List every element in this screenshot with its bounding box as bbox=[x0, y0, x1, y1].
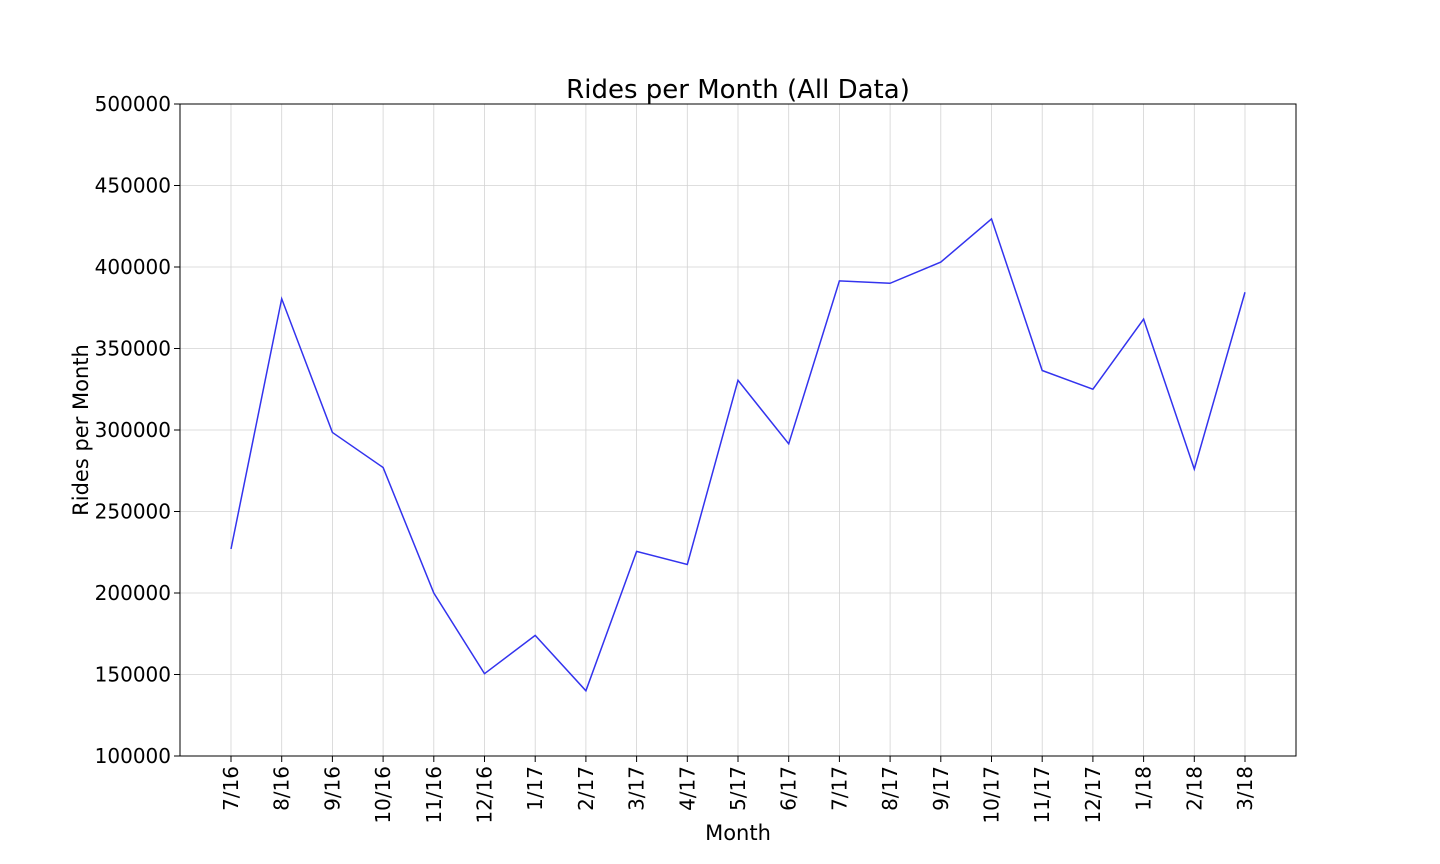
x-tick-label: 8/17 bbox=[878, 766, 902, 811]
x-tick-label: 9/16 bbox=[320, 766, 344, 811]
x-tick-label: 12/16 bbox=[473, 766, 497, 824]
x-tick-label: 10/17 bbox=[980, 766, 1004, 824]
x-tick-label: 7/16 bbox=[219, 766, 243, 811]
y-tick-label: 300000 bbox=[95, 418, 171, 442]
x-tick-label: 4/17 bbox=[675, 766, 699, 811]
y-tick-label: 450000 bbox=[95, 174, 171, 198]
y-axis-title: Rides per Month bbox=[69, 344, 93, 516]
x-tick-label: 11/16 bbox=[422, 766, 446, 824]
x-tick-label: 10/16 bbox=[371, 766, 395, 824]
y-tick-label: 400000 bbox=[95, 255, 171, 279]
x-tick-label: 5/17 bbox=[726, 766, 750, 811]
grid-lines bbox=[180, 103, 1296, 757]
x-tick-label: 8/16 bbox=[270, 766, 294, 811]
x-tick-label: 2/17 bbox=[574, 766, 598, 811]
series-layer bbox=[230, 217, 1246, 693]
x-tick-label: 12/17 bbox=[1081, 766, 1105, 824]
y-tick-label: 500000 bbox=[95, 92, 171, 116]
x-tick-label: 7/17 bbox=[827, 766, 851, 811]
y-tick-label: 350000 bbox=[95, 337, 171, 361]
series-line bbox=[230, 217, 1246, 693]
x-tick-label: 11/17 bbox=[1030, 766, 1054, 824]
x-tick-label: 3/18 bbox=[1233, 766, 1257, 811]
y-tick-label: 200000 bbox=[95, 581, 171, 605]
x-axis: 7/16 8/16 9/16 10/16 11/16 12/16 1/17 2/17 3/17 4… bbox=[219, 756, 1257, 824]
x-tick-label: 1/18 bbox=[1132, 766, 1156, 811]
y-tick-label: 150000 bbox=[95, 663, 171, 687]
chart-title: Rides per Month (All Data) bbox=[566, 75, 910, 105]
x-tick-label: 1/17 bbox=[523, 766, 547, 811]
x-tick-label: 9/17 bbox=[929, 766, 953, 811]
x-tick-label: 3/17 bbox=[625, 766, 649, 811]
y-axis: 100000 150000 200000 250000 300000 350000 4000… bbox=[95, 92, 180, 768]
x-tick-label: 6/17 bbox=[777, 766, 801, 811]
x-axis-title: Month bbox=[705, 821, 771, 845]
y-tick-label: 100000 bbox=[95, 744, 171, 768]
y-tick-label: 250000 bbox=[95, 500, 171, 524]
x-tick-label: 2/18 bbox=[1182, 766, 1206, 811]
